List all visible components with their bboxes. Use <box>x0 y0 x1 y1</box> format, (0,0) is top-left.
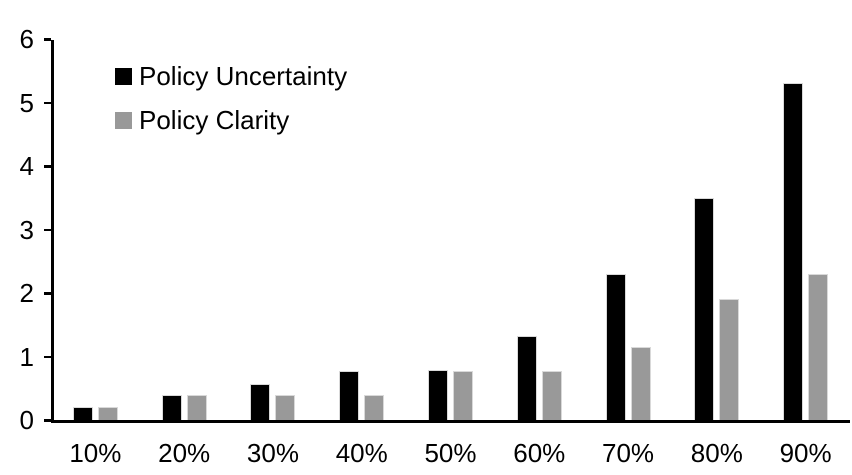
bar-policy-clarity-70- <box>630 346 651 420</box>
legend-label-policy-uncertainty: Policy Uncertainty <box>139 61 348 91</box>
y-tick-label-6: 6 <box>19 24 34 54</box>
legend-item-policy-clarity: Policy Clarity <box>115 106 347 134</box>
x-category-label-90-: 90% <box>779 438 832 468</box>
bar-policy-uncertainty-90- <box>783 83 804 420</box>
bar-policy-uncertainty-10- <box>72 407 93 420</box>
x-axis-line <box>51 420 850 423</box>
y-tick-3 <box>44 228 51 231</box>
x-category-label-50-: 50% <box>424 438 477 468</box>
bar-policy-clarity-90- <box>808 273 829 420</box>
bar-policy-clarity-50- <box>453 371 473 420</box>
y-tick-label-0: 0 <box>19 405 34 435</box>
y-tick-1 <box>44 355 51 358</box>
bar-policy-clarity-30- <box>275 394 296 420</box>
bar-policy-clarity-20- <box>186 394 207 420</box>
y-tick-label-1: 1 <box>19 341 34 372</box>
bar-policy-uncertainty-60- <box>516 335 537 420</box>
x-category-label-30-: 30% <box>246 438 299 468</box>
x-category-label-40-: 40% <box>335 438 388 468</box>
legend-swatch-policy-uncertainty-icon <box>115 67 132 85</box>
y-axis-line <box>51 40 54 423</box>
x-category-label-20-: 20% <box>158 438 211 468</box>
bar-policy-uncertainty-30- <box>250 383 271 420</box>
x-category-label-70-: 70% <box>602 438 655 468</box>
y-tick-label-5: 5 <box>19 87 34 118</box>
y-tick-5 <box>44 101 51 104</box>
bar-policy-clarity-40- <box>364 394 385 420</box>
bar-policy-clarity-80- <box>719 299 740 420</box>
legend-label-policy-clarity: Policy Clarity <box>139 105 290 135</box>
bar-policy-uncertainty-80- <box>694 197 715 420</box>
x-category-label-60-: 60% <box>513 438 566 468</box>
legend-swatch-policy-clarity-icon <box>115 111 132 129</box>
x-category-label-10-: 10% <box>69 438 122 468</box>
y-tick-label-2: 2 <box>19 278 34 308</box>
y-tick-6 <box>44 38 51 41</box>
y-tick-0 <box>44 419 51 422</box>
bar-policy-clarity-60- <box>541 371 562 420</box>
bar-policy-uncertainty-70- <box>605 273 626 420</box>
y-tick-label-3: 3 <box>19 214 34 245</box>
y-tick-4 <box>44 165 51 168</box>
legend-item-policy-uncertainty: Policy Uncertainty <box>115 62 347 90</box>
y-tick-label-4: 4 <box>19 151 34 181</box>
bar-policy-uncertainty-50- <box>428 370 448 420</box>
legend: Policy Uncertainty Policy Clarity <box>115 62 347 134</box>
y-tick-2 <box>44 292 51 295</box>
bar-policy-clarity-10- <box>97 407 118 420</box>
x-category-label-80-: 80% <box>690 438 743 468</box>
bar-policy-uncertainty-40- <box>339 371 360 420</box>
bar-policy-uncertainty-20- <box>161 394 182 420</box>
